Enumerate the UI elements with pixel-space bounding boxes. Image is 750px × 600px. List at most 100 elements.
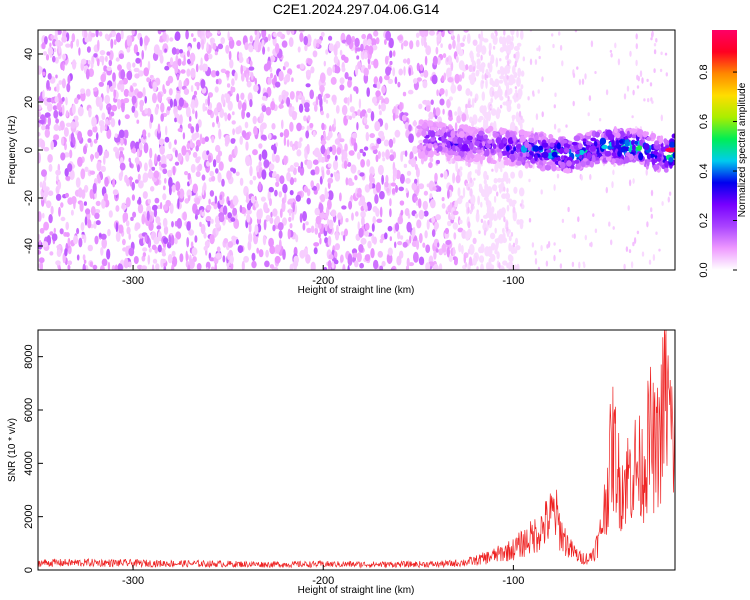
spectrogram-cell bbox=[262, 234, 267, 246]
spectrogram-cell bbox=[503, 186, 506, 192]
spectrogram-cell bbox=[466, 182, 469, 187]
spectrogram-cell bbox=[547, 152, 553, 159]
spectrogram-cell bbox=[491, 168, 494, 172]
spectrogram-cell bbox=[118, 224, 124, 234]
spectrogram-cell bbox=[337, 212, 342, 220]
spectrogram-cell bbox=[146, 77, 151, 83]
spectrogram-cell bbox=[220, 68, 227, 74]
spectrogram-cell bbox=[435, 248, 439, 253]
spectrogram-cell bbox=[42, 180, 47, 191]
spectrogram-cell bbox=[70, 40, 74, 49]
spectrogram-cell bbox=[87, 219, 92, 229]
spectrogram-cell bbox=[636, 145, 643, 152]
spectrogram-cell bbox=[289, 164, 295, 172]
spectrogram-cell bbox=[291, 110, 297, 121]
spectrogram-cell bbox=[339, 49, 343, 56]
spectrogram-cell bbox=[546, 244, 549, 249]
spectrogram-cell bbox=[327, 190, 334, 201]
spectrogram-cell bbox=[320, 145, 326, 155]
spectrogram-cell bbox=[437, 145, 443, 152]
spectrogram-cell bbox=[343, 160, 348, 169]
spectrogram-cell bbox=[159, 54, 164, 64]
spectrogram-cell bbox=[512, 134, 517, 143]
spectrogram-cell bbox=[448, 109, 453, 118]
spectrogram-cell bbox=[100, 265, 105, 270]
spectrogram-cell bbox=[610, 239, 613, 246]
spectrogram-cell bbox=[587, 112, 590, 117]
spectrogram-cell bbox=[208, 53, 213, 60]
spectrogram-cell bbox=[296, 149, 302, 157]
spectrogram-cell bbox=[38, 132, 41, 137]
spectrogram-cell bbox=[60, 216, 66, 222]
spectrogram-cell bbox=[506, 204, 510, 212]
spectrogram-cell bbox=[638, 152, 644, 161]
spectrogram-cell bbox=[628, 179, 632, 187]
spectrogram-cell bbox=[282, 65, 286, 71]
spectrogram-cell bbox=[484, 73, 487, 81]
spectrogram-cell bbox=[186, 142, 191, 150]
spectrogram-cell bbox=[252, 205, 255, 210]
spectrogram-cell bbox=[219, 194, 223, 201]
spectrogram-cell bbox=[182, 132, 186, 140]
spectrogram-cell bbox=[626, 85, 630, 92]
spectrogram-cell bbox=[407, 89, 414, 95]
spectrogram-cell bbox=[405, 265, 410, 270]
spectrogram-cell bbox=[215, 223, 221, 228]
spectrogram-cell bbox=[515, 89, 518, 94]
spectrogram-cell bbox=[61, 78, 66, 89]
spectrogram-cell bbox=[248, 44, 254, 53]
spectrogram-cell bbox=[437, 37, 441, 42]
spectrogram-cell bbox=[272, 171, 277, 178]
spectrogram-cell bbox=[136, 119, 140, 124]
spectrogram-cell bbox=[519, 121, 523, 131]
spectrogram-cell bbox=[258, 161, 262, 168]
spectrogram-cell bbox=[80, 91, 86, 102]
spectrogram-cell bbox=[425, 244, 431, 253]
spectrogram-cell bbox=[409, 40, 414, 50]
spectrogram-cell bbox=[261, 95, 267, 101]
spectrogram-cell bbox=[364, 124, 369, 130]
spectrogram-cell bbox=[335, 105, 340, 114]
spectrogram-cell bbox=[320, 31, 325, 37]
spectrogram-cell bbox=[320, 194, 326, 203]
spectrogram-cell bbox=[416, 177, 420, 187]
spectrogram-cell bbox=[420, 150, 426, 159]
spectrogram-cell bbox=[477, 117, 482, 123]
spectrogram-cell bbox=[466, 33, 471, 44]
spectrogram-cell bbox=[208, 198, 211, 205]
spectrogram-cell bbox=[494, 162, 499, 173]
spectrogram-cell bbox=[641, 251, 645, 257]
spectrogram-cell bbox=[278, 230, 283, 239]
spectrogram-cell bbox=[201, 174, 206, 181]
spectrogram-cell bbox=[217, 121, 221, 129]
spectrogram-cell bbox=[334, 251, 338, 259]
spectrogram-cell bbox=[668, 191, 672, 196]
spectrogram-cell bbox=[215, 78, 219, 85]
spectrogram-cell bbox=[440, 173, 444, 178]
spectrogram-cell bbox=[56, 102, 62, 111]
spectrogram-cell bbox=[405, 177, 411, 184]
spectrogram-cell bbox=[481, 80, 485, 84]
spectrogram-cell bbox=[232, 207, 238, 216]
spectrogram-cell bbox=[643, 143, 650, 151]
spectrogram-cell bbox=[115, 57, 120, 62]
spectrogram-cell bbox=[259, 116, 263, 124]
spectrogram-cell bbox=[478, 246, 483, 254]
spectrogram-cell bbox=[235, 126, 241, 135]
spectrogram-cell bbox=[333, 259, 339, 265]
spectrogram-cell bbox=[147, 254, 151, 265]
y-tick-label: 2000 bbox=[23, 504, 35, 528]
colorbar-tick-label: 0.4 bbox=[698, 163, 710, 178]
spectrogram-cell bbox=[340, 231, 345, 236]
spectrogram-cell bbox=[236, 93, 240, 103]
spectrogram-cell bbox=[369, 133, 376, 139]
spectrogram-cell bbox=[45, 200, 52, 209]
spectrogram-cell bbox=[181, 145, 187, 156]
spectrogram-cell bbox=[138, 196, 142, 205]
spectrogram-cell bbox=[289, 91, 295, 100]
spectrogram-cell bbox=[639, 139, 643, 146]
spectrogram-cell bbox=[653, 68, 656, 73]
spectrogram-cell bbox=[378, 130, 385, 138]
spectrogram-cell bbox=[383, 139, 390, 147]
spectrogram-cell bbox=[39, 261, 43, 270]
